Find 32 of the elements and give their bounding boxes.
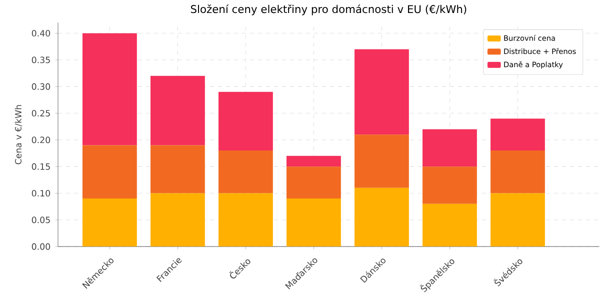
- bar: [150, 76, 205, 146]
- bar: [422, 129, 477, 166]
- bar: [218, 193, 273, 246]
- y-tick-label: 0.35: [32, 56, 50, 64]
- bar: [422, 204, 477, 246]
- bar: [218, 92, 273, 150]
- chart-title: Složení ceny elektřiny pro domácnosti v EU (€/kWh): [190, 4, 466, 16]
- bar: [490, 118, 545, 150]
- y-tick-label: 0.05: [32, 216, 50, 224]
- bar: [422, 166, 477, 204]
- bar: [150, 193, 205, 246]
- bar: [150, 145, 205, 194]
- bar: [354, 134, 409, 188]
- y-tick-label: 0.10: [32, 190, 50, 196]
- bar: [286, 198, 341, 246]
- bar: [490, 193, 545, 246]
- bar: [218, 150, 273, 194]
- bar: [354, 188, 409, 246]
- y-axis-title: Cena v €/kWh: [14, 105, 22, 164]
- y-tick-label: 0.40: [32, 30, 50, 36]
- y-tick-label: 0.00: [32, 243, 50, 250]
- y-tick-label: 0.30: [32, 83, 50, 90]
- bar: [82, 145, 137, 198]
- y-tick-label: 0.15: [32, 163, 50, 170]
- y-tick-label: 0.25: [32, 110, 50, 116]
- bar: [490, 150, 545, 194]
- bar: [354, 49, 409, 134]
- bar: [82, 33, 137, 146]
- bar: [286, 156, 341, 166]
- bar: [286, 166, 341, 198]
- y-tick-label: 0.20: [32, 136, 50, 144]
- bar: [82, 198, 137, 246]
